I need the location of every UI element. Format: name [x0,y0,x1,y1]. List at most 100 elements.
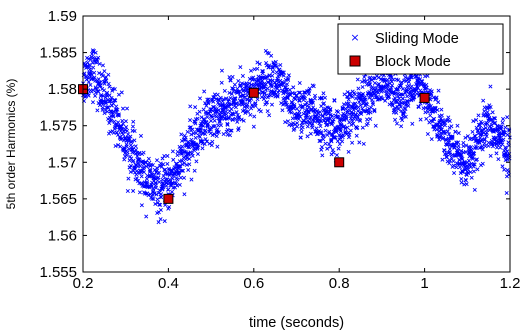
sliding-mode-point [203,110,208,115]
sliding-mode-point [303,90,308,95]
sliding-mode-point [245,102,250,107]
sliding-mode-point [439,113,444,118]
sliding-mode-point [219,123,224,128]
sliding-mode-point [156,190,161,196]
sliding-mode-point [98,80,103,85]
sliding-mode-point [348,128,353,133]
sliding-mode-point [365,102,370,107]
sliding-mode-point [376,75,381,80]
sliding-mode-point [418,117,423,122]
sliding-mode-point [429,89,434,94]
sliding-mode-point [402,109,407,114]
sliding-mode-point [394,121,399,126]
sliding-mode-point [131,188,136,193]
sliding-mode-point [215,144,220,149]
sliding-mode-point [446,115,451,120]
sliding-mode-point [286,119,291,124]
sliding-mode-point [494,151,499,156]
sliding-mode-point [420,79,425,84]
sliding-mode-point [190,153,195,158]
sliding-mode-point [109,118,114,123]
sliding-mode-point [170,149,175,154]
sliding-mode-point [260,78,265,83]
sliding-mode-point [212,118,217,123]
legend-box [337,23,504,75]
sliding-mode-point [474,117,479,122]
legend: × Sliding Mode Block Mode [337,23,504,75]
sliding-mode-point [255,60,260,65]
sliding-mode-point [203,137,208,142]
sliding-mode-point [227,90,232,95]
sliding-mode-point [205,115,210,120]
sliding-mode-point [248,68,254,73]
sliding-mode-point [464,143,469,148]
sliding-mode-point [455,123,460,128]
sliding-mode-point [450,134,455,139]
sliding-mode-point [160,156,165,161]
sliding-mode-point [297,112,302,117]
sliding-mode-point [442,148,447,153]
sliding-mode-point [319,96,324,101]
sliding-mode-point [358,103,363,108]
sliding-mode-point [355,77,360,82]
sliding-mode-point [271,89,276,94]
sliding-mode-point [133,147,139,152]
sliding-mode-point [482,141,487,146]
sliding-mode-point [296,117,301,122]
sliding-mode-point [322,116,327,121]
sliding-mode-point [368,110,373,115]
sliding-mode-point [400,86,405,91]
sliding-mode-point [305,134,310,139]
sliding-mode-point [472,187,477,192]
sliding-mode-point [436,100,441,105]
sliding-mode-point [468,149,473,154]
sliding-mode-point [132,138,137,143]
sliding-mode-point [154,192,159,197]
sliding-mode-point [224,96,229,101]
legend-marker-block-mode [349,55,361,67]
sliding-mode-point [416,105,421,110]
sliding-mode-point [228,128,233,133]
sliding-mode-point [363,79,368,84]
sliding-mode-point [165,161,170,166]
sliding-mode-point [189,132,194,137]
sliding-mode-point [133,144,138,149]
sliding-mode-point [152,172,157,178]
sliding-mode-point [439,130,444,136]
sliding-mode-point [107,84,112,89]
sliding-mode-point [252,67,257,72]
sliding-mode-point [293,96,298,101]
sliding-mode-point [501,116,506,121]
sliding-mode-point [308,114,313,120]
sliding-mode-point [502,167,507,172]
y-tick-label: 1.58 [48,81,77,98]
sliding-mode-point [151,186,156,192]
block-mode-point [248,87,259,98]
sliding-mode-point [456,140,461,145]
sliding-mode-point [491,121,496,126]
sliding-mode-point [248,112,253,117]
sliding-mode-point [232,82,237,87]
sliding-mode-point [193,135,198,140]
sliding-mode-point [106,81,111,86]
sliding-mode-point [353,92,358,97]
sliding-mode-point [157,202,162,207]
legend-label-block-mode: Block Mode [375,54,451,70]
sliding-mode-point [389,85,394,90]
sliding-mode-point [302,96,308,101]
sliding-mode-point [496,157,501,162]
sliding-mode-point [114,130,119,135]
sliding-mode-point [425,73,430,78]
sliding-mode-point [291,121,296,126]
sliding-mode-point [501,137,506,142]
sliding-mode-point [385,77,390,82]
sliding-mode-point [167,205,172,210]
sliding-mode-point [399,115,404,120]
sliding-mode-point [456,131,461,136]
sliding-mode-point [197,96,203,101]
sliding-mode-point [116,112,121,117]
sliding-mode-point [323,128,328,133]
sliding-mode-point [470,155,475,160]
sliding-mode-point [253,101,258,106]
sliding-mode-point [153,201,158,206]
